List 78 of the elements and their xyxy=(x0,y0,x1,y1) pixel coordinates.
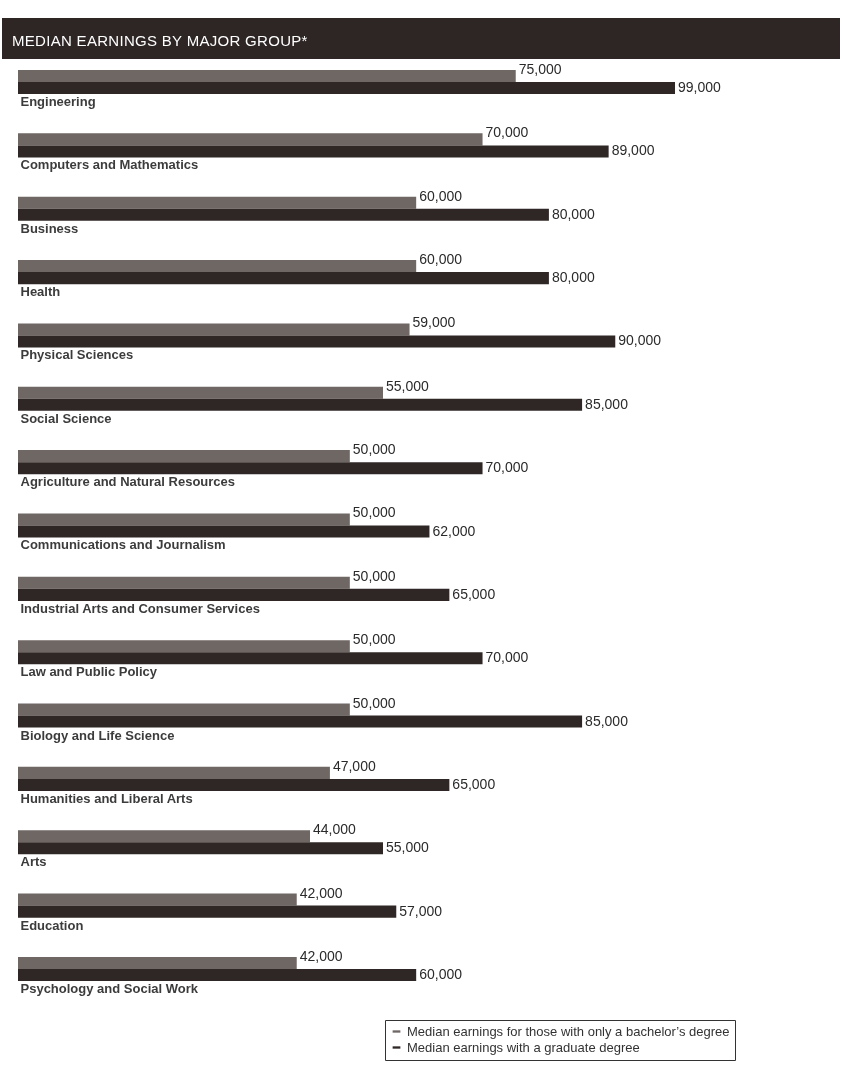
bar xyxy=(18,525,430,538)
bar xyxy=(18,766,330,779)
data-label: 80,000 xyxy=(551,269,595,286)
bar xyxy=(18,133,483,146)
bar xyxy=(18,462,483,475)
data-label: 80,000 xyxy=(551,205,595,222)
data-label: 42,000 xyxy=(299,884,343,901)
bar xyxy=(18,323,410,336)
y-tick-label: Law and Public Policy xyxy=(20,664,158,680)
data-label: 50,000 xyxy=(352,631,396,648)
data-label: 99,000 xyxy=(678,79,722,96)
data-label: 75,000 xyxy=(518,61,562,78)
y-tick-label: Business xyxy=(20,220,79,236)
bar xyxy=(18,905,397,918)
bar xyxy=(18,830,310,843)
bar xyxy=(18,70,516,83)
bar xyxy=(18,652,483,665)
y-tick-label: Industrial Arts and Consumer Services xyxy=(20,600,260,616)
bar xyxy=(18,335,616,348)
bar xyxy=(18,715,583,728)
bar xyxy=(18,260,417,273)
bar xyxy=(18,272,549,285)
y-tick-label: Agriculture and Natural Resources xyxy=(20,474,236,490)
data-label: 65,000 xyxy=(452,775,496,792)
y-tick-label: Health xyxy=(20,284,61,300)
bar xyxy=(18,196,417,209)
y-tick-label: Physical Sciences xyxy=(20,347,134,363)
data-label: 60,000 xyxy=(419,187,463,204)
legend-label: Median earnings with a graduate degree xyxy=(407,1039,640,1055)
chart-title: MEDIAN EARNINGS BY MAJOR GROUP* xyxy=(2,18,840,59)
bar xyxy=(18,640,350,653)
data-label: 62,000 xyxy=(432,522,476,539)
y-tick-label: Education xyxy=(20,917,84,933)
bar xyxy=(18,450,350,463)
bar xyxy=(18,893,297,906)
data-label: 42,000 xyxy=(299,947,343,964)
bar xyxy=(18,842,383,855)
data-label: 65,000 xyxy=(452,585,496,602)
y-tick-label: Computers and Mathematics xyxy=(20,157,199,173)
bar xyxy=(18,778,450,791)
legend-label: Median earnings for those with only a bachelor’s degree xyxy=(407,1023,730,1039)
data-label: 60,000 xyxy=(419,965,463,982)
data-label: 59,000 xyxy=(412,314,456,331)
data-label: 60,000 xyxy=(419,251,463,268)
y-tick-label: Arts xyxy=(20,854,47,870)
bar xyxy=(18,956,297,969)
y-tick-label: Biology and Life Science xyxy=(20,727,175,743)
data-label: 89,000 xyxy=(611,142,655,159)
y-tick-label: Communications and Journalism xyxy=(20,537,226,553)
data-label: 70,000 xyxy=(485,649,529,666)
bar xyxy=(18,208,549,221)
bar xyxy=(18,82,675,95)
data-label: 44,000 xyxy=(313,821,357,838)
y-tick-label: Social Science xyxy=(20,410,112,426)
data-label: 85,000 xyxy=(585,712,629,729)
data-label: 47,000 xyxy=(332,757,376,774)
bar xyxy=(18,398,583,411)
y-tick-label: Engineering xyxy=(20,94,96,110)
data-label: 85,000 xyxy=(585,395,629,412)
data-label: 55,000 xyxy=(386,839,430,856)
data-label: 90,000 xyxy=(618,332,662,349)
bar xyxy=(18,145,609,158)
bar xyxy=(18,968,417,981)
data-label: 50,000 xyxy=(352,694,396,711)
data-label: 70,000 xyxy=(485,459,529,476)
bar xyxy=(18,703,350,716)
y-tick-label: Psychology and Social Work xyxy=(20,980,199,996)
bar xyxy=(18,588,450,601)
bar xyxy=(18,386,383,399)
data-label: 70,000 xyxy=(485,124,529,141)
bar xyxy=(18,513,350,526)
y-tick-label: Humanities and Liberal Arts xyxy=(20,790,193,806)
data-label: 50,000 xyxy=(352,567,396,584)
data-label: 50,000 xyxy=(352,504,396,521)
data-label: 57,000 xyxy=(399,902,443,919)
data-label: 55,000 xyxy=(386,377,430,394)
bar xyxy=(18,576,350,589)
data-label: 50,000 xyxy=(352,441,396,458)
